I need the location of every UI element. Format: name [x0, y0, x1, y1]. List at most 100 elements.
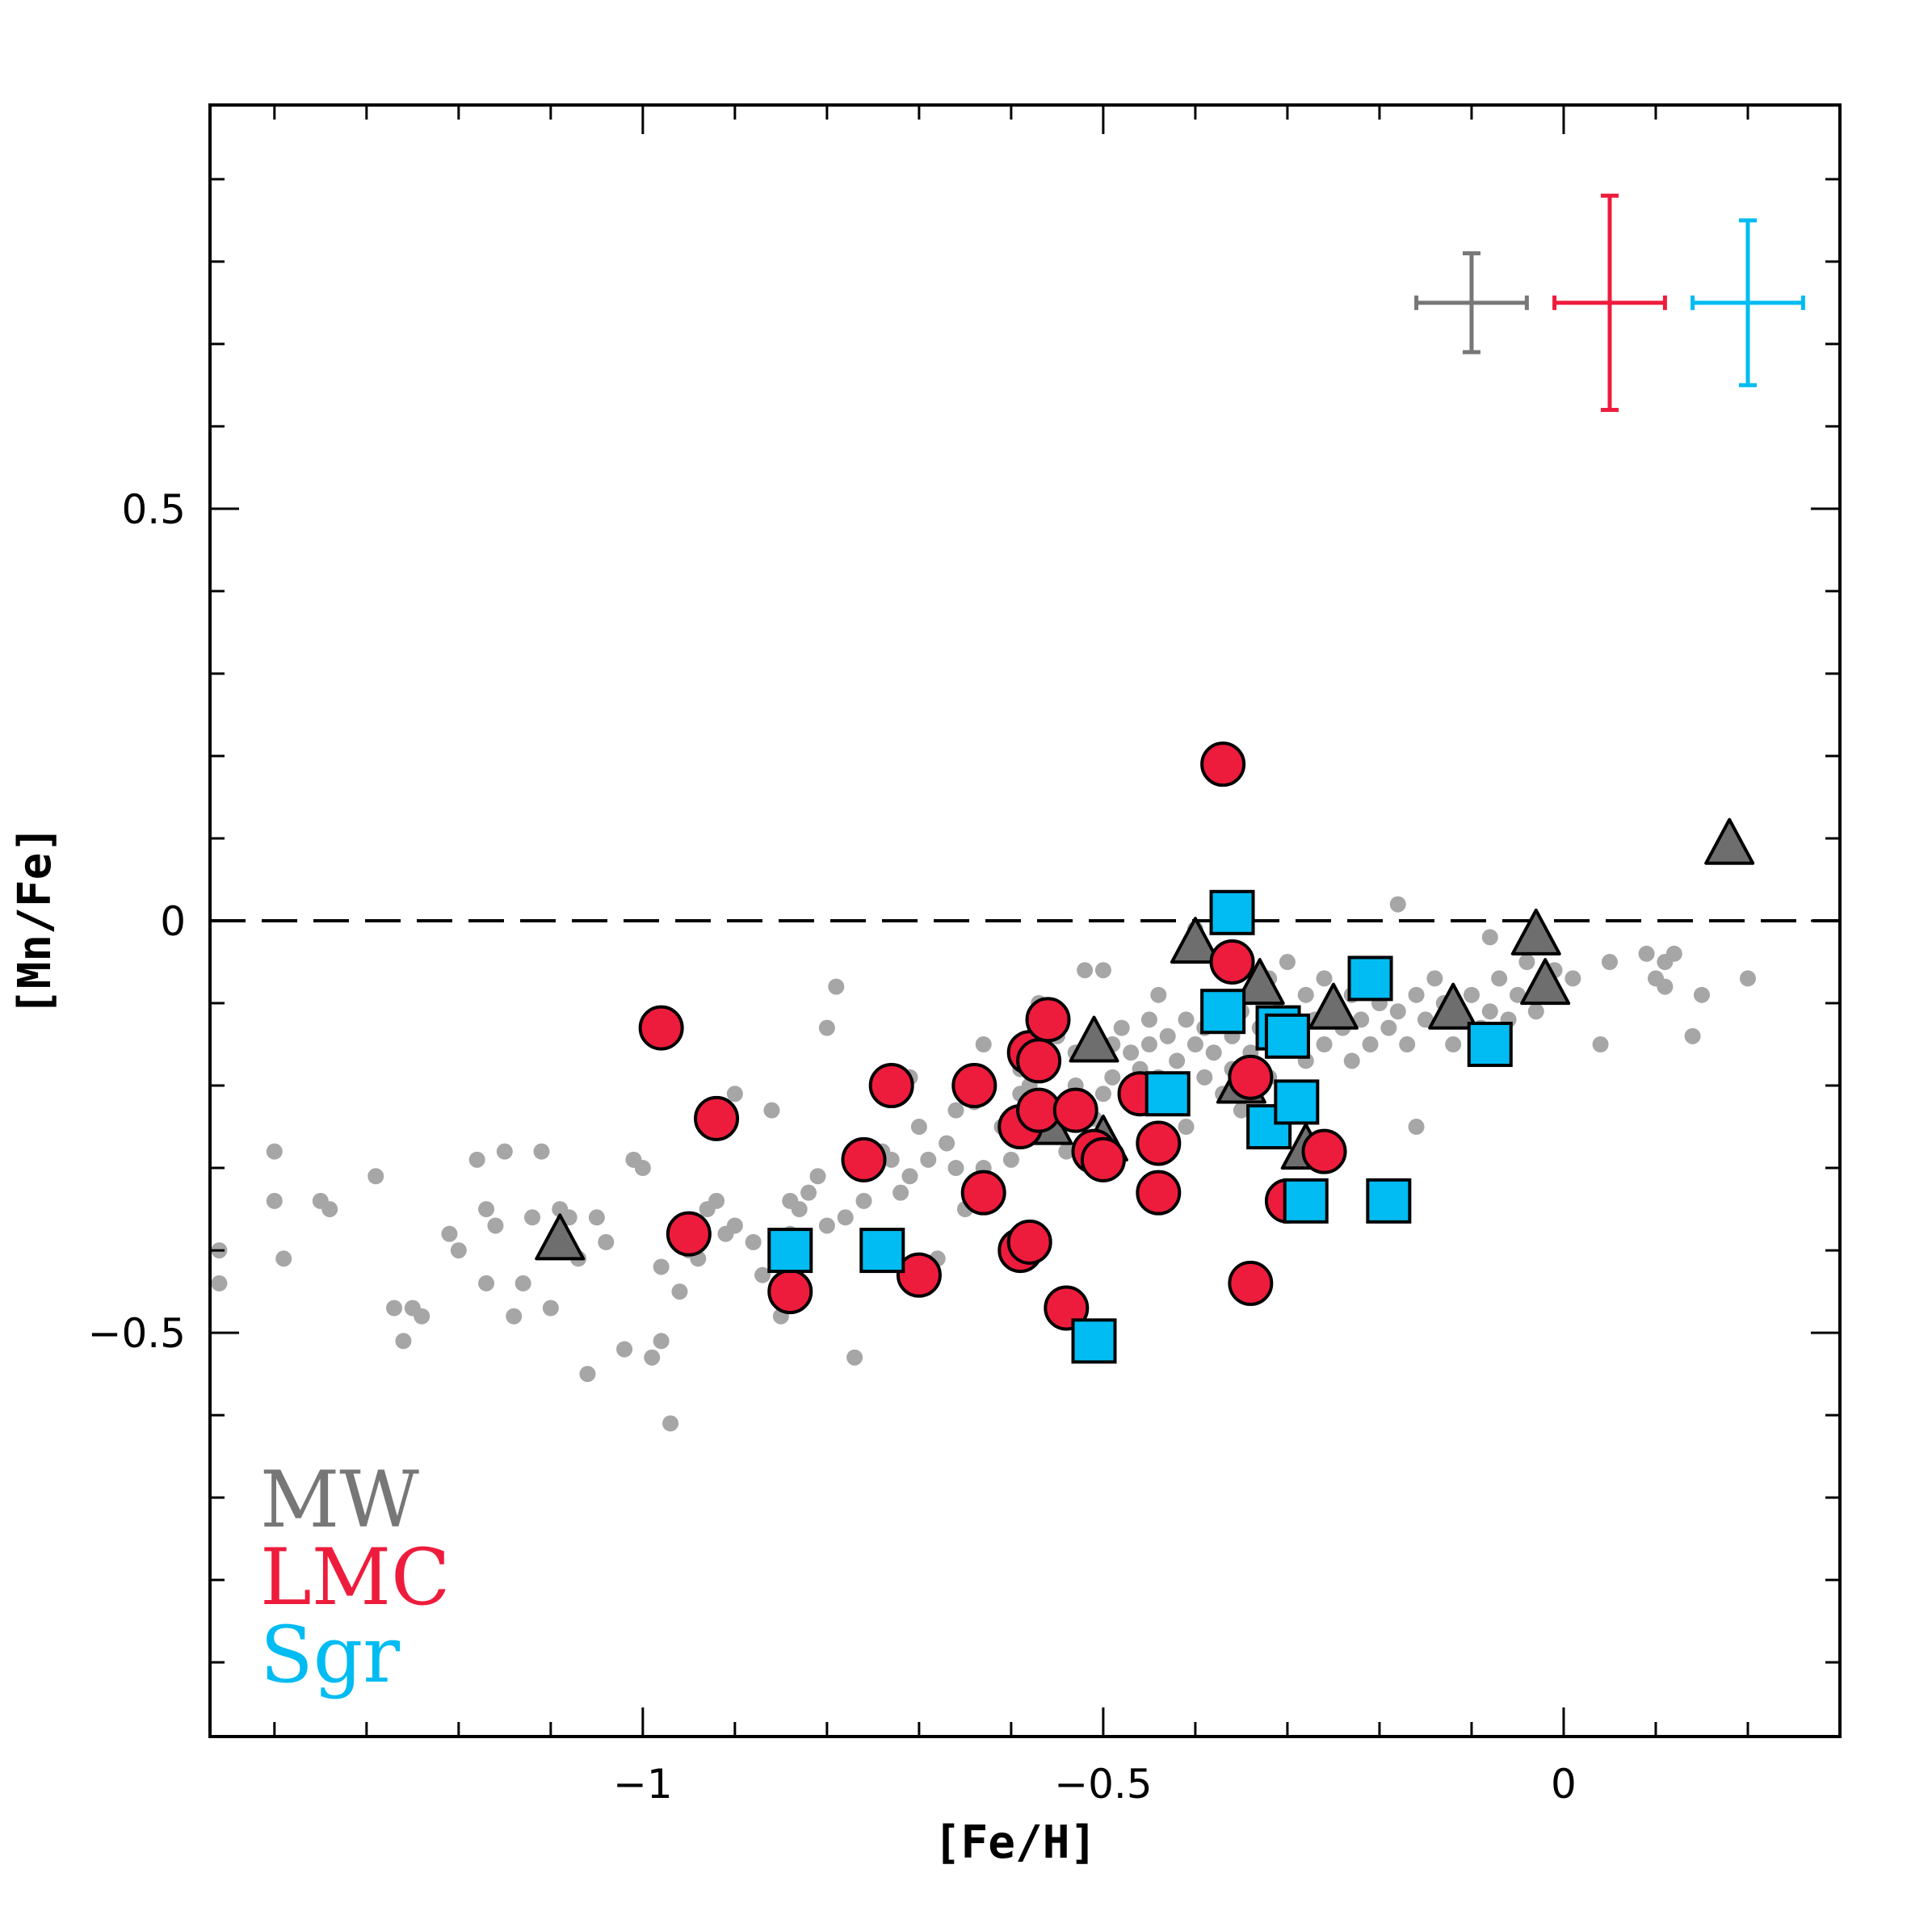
lmc-circle-0 [638, 1005, 684, 1051]
lmc-circle-28 [1301, 1128, 1347, 1174]
background-point-161 [1491, 970, 1508, 987]
background-point-75 [975, 1036, 992, 1053]
background-point-177 [1693, 986, 1710, 1003]
background-point-88 [1058, 1143, 1075, 1160]
background-point-1 [211, 1275, 228, 1292]
y-tick-label-0: −0.5 [88, 1310, 186, 1357]
background-point-19 [506, 1308, 523, 1325]
sgr-square-2 [1071, 1318, 1117, 1364]
background-point-72 [947, 1102, 964, 1119]
background-point-97 [1104, 1069, 1121, 1086]
series-markers-layer [535, 741, 1755, 1364]
background-point-13 [450, 1242, 467, 1259]
background-point-4 [275, 1250, 292, 1267]
background-point-148 [1389, 896, 1406, 913]
background-point-28 [588, 1209, 605, 1226]
background-point-163 [1509, 986, 1526, 1003]
lmc-circle-6 [896, 1252, 942, 1298]
lmc-circle-7 [951, 1063, 998, 1109]
background-point-159 [1481, 1003, 1498, 1020]
background-point-99 [1123, 1044, 1140, 1061]
background-point-11 [414, 1308, 430, 1325]
x-axis-title: [Fe/H] [934, 1816, 1097, 1869]
background-point-150 [1408, 986, 1425, 1003]
background-point-63 [883, 1151, 900, 1168]
background-point-21 [524, 1209, 541, 1226]
sgr-square-9 [1274, 1079, 1320, 1125]
background-point-18 [496, 1143, 513, 1160]
mw-triangle-11 [1520, 958, 1571, 1006]
background-point-116 [1205, 1044, 1222, 1061]
error-bars-layer [1414, 193, 1805, 412]
background-point-20 [514, 1275, 531, 1292]
background-point-27 [579, 1366, 596, 1383]
lmc-circle-13 [1016, 1038, 1062, 1084]
background-point-66 [901, 1168, 918, 1185]
lmc-circle-1 [666, 1211, 712, 1257]
mw-triangle-6 [1234, 958, 1285, 1006]
background-point-44 [726, 1086, 743, 1102]
background-point-43 [726, 1217, 743, 1234]
background-point-12 [441, 1225, 458, 1242]
background-point-53 [809, 1168, 826, 1185]
background-point-110 [1178, 1119, 1195, 1136]
background-point-47 [763, 1102, 780, 1119]
y-axis-title: [Mn/Fe] [9, 825, 61, 1016]
mw-triangle-0 [535, 1213, 586, 1261]
y-tick-label-1: 0 [160, 898, 186, 945]
background-point-67 [910, 1119, 927, 1136]
sgr-square-12 [1366, 1178, 1412, 1224]
background-point-56 [828, 978, 845, 995]
background-point-45 [745, 1233, 762, 1250]
sgr-square-4 [1200, 989, 1246, 1035]
mw-triangle-12 [1704, 817, 1755, 865]
lmc-circle-19 [1080, 1136, 1126, 1182]
background-point-106 [1159, 1027, 1176, 1044]
background-point-16 [478, 1275, 495, 1292]
legend-label-lmc: LMC [260, 1532, 451, 1623]
background-point-105 [1150, 986, 1167, 1003]
background-point-95 [1094, 962, 1111, 979]
lmc-circle-23 [1200, 741, 1246, 788]
background-point-165 [1527, 1003, 1544, 1020]
sgr-square-0 [767, 1228, 813, 1274]
background-point-122 [1233, 1102, 1250, 1119]
background-point-168 [1564, 970, 1581, 987]
lmc-circle-2 [694, 1095, 740, 1141]
lmc-circle-22 [1136, 1170, 1182, 1216]
background-point-98 [1113, 1019, 1130, 1036]
background-point-160 [1481, 929, 1498, 946]
background-point-17 [487, 1217, 504, 1234]
background-point-58 [846, 1349, 863, 1366]
background-point-36 [662, 1415, 679, 1432]
background-point-35 [653, 1258, 670, 1275]
mw-triangle-10 [1510, 908, 1561, 956]
mw-triangle-4 [1170, 917, 1220, 964]
sgr-square-3 [1144, 1071, 1191, 1117]
x-tick-label-0: −1 [613, 1761, 673, 1808]
background-point-171 [1638, 945, 1655, 962]
background-point-131 [1279, 954, 1296, 971]
y-tick-label-2: 0.5 [121, 486, 186, 533]
background-point-54 [818, 1217, 835, 1234]
sgr-square-10 [1283, 1178, 1329, 1224]
background-point-57 [837, 1209, 854, 1226]
lmc-circle-24 [1209, 939, 1255, 985]
lmc-circle-3 [767, 1269, 813, 1315]
background-point-9 [395, 1333, 412, 1350]
background-point-32 [634, 1160, 651, 1177]
background-point-37 [671, 1283, 688, 1300]
sgr-square-1 [859, 1228, 905, 1274]
background-point-170 [1601, 954, 1618, 971]
background-point-22 [533, 1143, 550, 1160]
background-point-157 [1463, 986, 1480, 1003]
background-point-149 [1399, 1036, 1416, 1053]
background-point-71 [947, 1160, 964, 1177]
background-point-153 [1426, 970, 1443, 987]
legend-label-sgr: Sgr [260, 1610, 400, 1700]
background-point-52 [800, 1184, 817, 1201]
background-point-175 [1665, 945, 1682, 962]
mw-triangle-9 [1428, 982, 1479, 1030]
